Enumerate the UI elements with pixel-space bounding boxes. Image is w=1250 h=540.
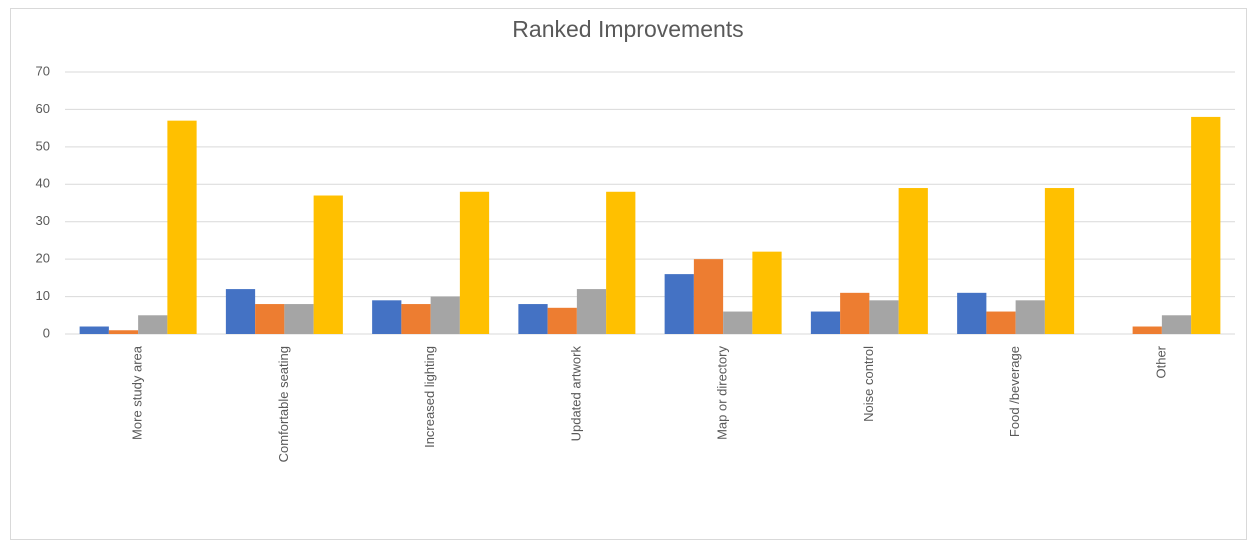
- y-tick-label: 40: [36, 176, 50, 191]
- bar: [693, 259, 724, 334]
- y-tick-label: 20: [36, 251, 50, 266]
- x-tick-label: Updated artwork: [568, 346, 583, 442]
- bar: [547, 307, 577, 334]
- bar: [840, 292, 870, 334]
- y-tick-label: 10: [36, 288, 50, 303]
- bar: [1132, 326, 1162, 334]
- x-tick-label: Increased lighting: [422, 346, 437, 448]
- bar: [810, 311, 841, 334]
- bar: [1161, 315, 1192, 334]
- bar: [79, 326, 109, 334]
- bar: [225, 289, 256, 334]
- bar: [606, 191, 636, 334]
- bar: [957, 292, 987, 334]
- bar: [1044, 188, 1075, 334]
- y-tick-label: 0: [43, 325, 50, 340]
- bar: [1015, 300, 1045, 334]
- chart-title: Ranked Improvements: [512, 16, 743, 42]
- bar: [459, 191, 490, 334]
- x-tick-label: Food /beverage: [1007, 346, 1022, 437]
- bar: [108, 330, 139, 334]
- bar: [986, 311, 1016, 334]
- bar: [869, 300, 899, 334]
- x-tick-label: More study area: [130, 345, 145, 440]
- bar: [167, 120, 197, 335]
- x-tick-label: Comfortable seating: [276, 346, 291, 462]
- y-tick-label: 70: [36, 63, 50, 78]
- bar: [313, 195, 343, 334]
- bar: [430, 296, 460, 334]
- y-tick-label: 30: [36, 213, 50, 228]
- x-tick-label: Other: [1153, 345, 1168, 378]
- y-tick-label: 60: [36, 101, 50, 116]
- bar: [752, 251, 782, 334]
- x-tick-label: Map or directory: [715, 346, 730, 440]
- bar: [284, 304, 314, 334]
- bar: [255, 304, 285, 334]
- bar: [898, 188, 928, 334]
- bar: [664, 274, 694, 334]
- bar: [723, 311, 753, 334]
- bar: [401, 304, 431, 334]
- bar: [372, 300, 402, 334]
- x-tick-label: Noise control: [861, 346, 876, 422]
- bar: [1191, 116, 1221, 335]
- y-tick-label: 50: [36, 138, 50, 153]
- bar: [518, 304, 548, 334]
- bar: [138, 315, 168, 334]
- bar: [576, 289, 607, 334]
